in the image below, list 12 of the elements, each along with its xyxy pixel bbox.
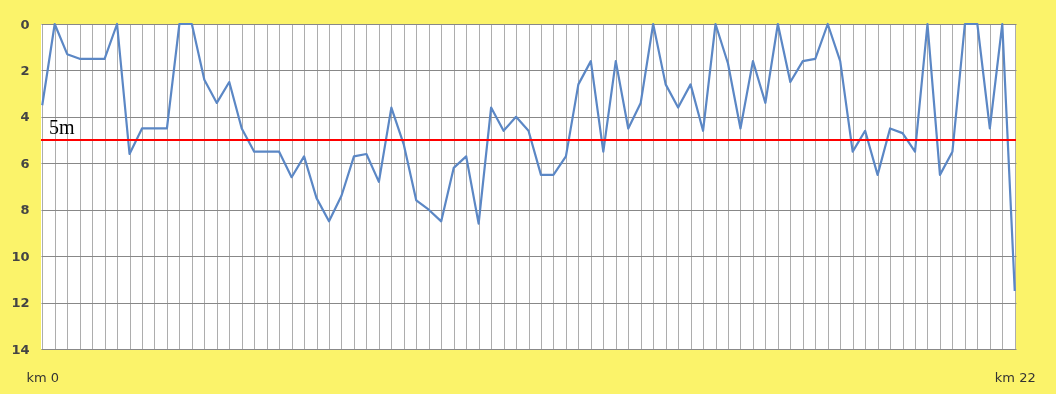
y-tick-label: 10 [11,248,30,264]
y-tick-label: 14 [11,341,30,357]
y-tick-label: 12 [11,295,30,311]
line-series [41,22,1016,293]
y-tick-label: 8 [20,202,30,218]
x-tick-label: km 0 [26,369,60,385]
y-tick-label: 2 [20,62,30,78]
y-tick-label: 4 [20,109,30,125]
ref-line-label: 5m [49,116,75,139]
y-tick-label: 0 [20,16,30,32]
x-tick-label: km 22 [994,369,1036,385]
y-tick-label: 6 [20,155,30,171]
